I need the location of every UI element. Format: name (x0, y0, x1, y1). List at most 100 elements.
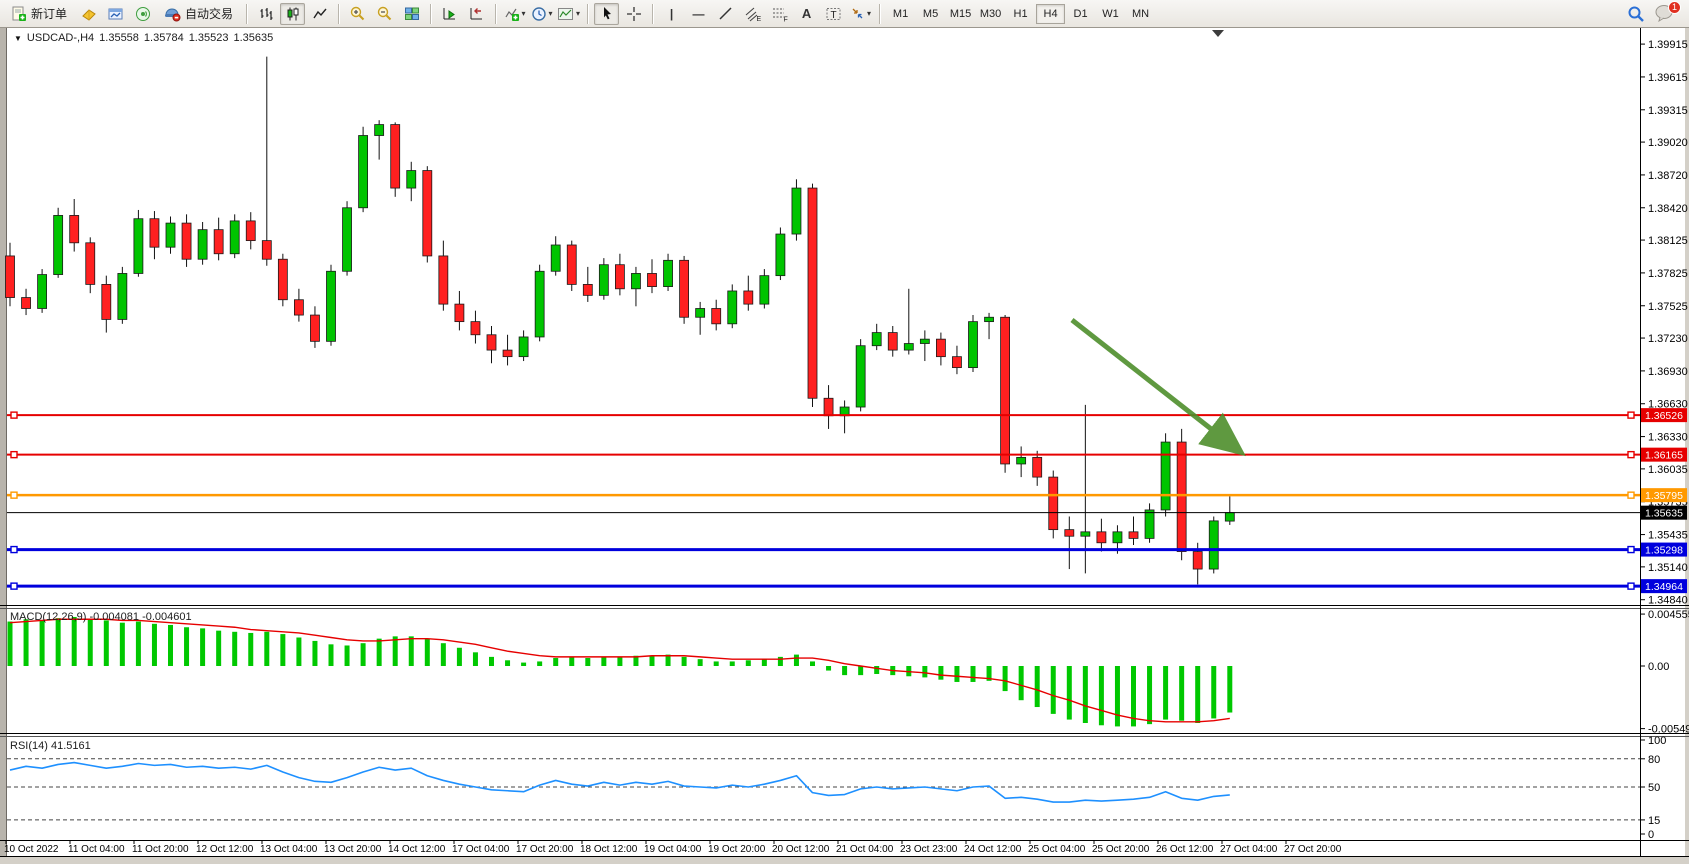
horizontal-line-tool-button[interactable]: — (686, 3, 711, 25)
chart-shift-button[interactable] (464, 3, 489, 25)
timeframe-m1-button[interactable]: M1 (892, 7, 909, 20)
timeframe-mn-button[interactable]: MN (1131, 7, 1150, 20)
timeframe-w1-button[interactable]: W1 (1102, 7, 1119, 20)
macd-histogram-bar (1066, 666, 1072, 720)
notification-badge: 1 (1668, 0, 1681, 14)
search-icon[interactable] (1627, 5, 1645, 23)
level-handle[interactable] (1627, 450, 1635, 459)
timeframe-m15-button[interactable]: M15 (949, 7, 972, 20)
bar-chart-button[interactable] (253, 3, 278, 25)
macd-histogram-bar (87, 619, 93, 666)
signals-icon (135, 6, 150, 21)
level-handle[interactable] (10, 450, 18, 459)
time-tick-label: 14 Oct 12:00 (388, 844, 446, 855)
current-price-tag (1641, 505, 1687, 520)
periods-button[interactable]: ▾ (529, 3, 554, 25)
level-handle[interactable] (1627, 582, 1635, 590)
autotrading-button[interactable]: 自动交易 (157, 3, 240, 25)
timeframe-m30-button[interactable]: M30 (979, 7, 1002, 20)
crosshair-tool-button[interactable] (621, 3, 646, 25)
templates-button[interactable]: ▾ (556, 3, 581, 25)
bull-candle (550, 244, 561, 272)
new-order-button[interactable]: 新订单 (4, 3, 74, 25)
timeframe-m5-button[interactable]: M5 (922, 7, 939, 20)
text-tool-button[interactable]: A (794, 3, 819, 25)
bull-candle (342, 207, 352, 272)
macd-histogram-bar (1179, 666, 1185, 721)
bear-candle (277, 258, 288, 301)
macd-histogram-bar (826, 666, 832, 671)
notifications-button[interactable]: 1 (1655, 0, 1681, 24)
tile-windows-button[interactable] (399, 3, 424, 25)
toolbar-separator (652, 3, 654, 24)
market-watch-button[interactable] (76, 3, 101, 25)
macd-histogram-bar (456, 647, 462, 666)
bull-candle (326, 270, 336, 342)
level-handle[interactable] (1627, 545, 1635, 554)
line-chart-button[interactable] (307, 3, 332, 25)
chart-collapse-icon[interactable]: ▼ (14, 33, 22, 43)
vertical-line-tool-button[interactable]: | (659, 3, 684, 25)
bull-candle (37, 274, 47, 309)
time-tick-label: 17 Oct 04:00 (452, 844, 510, 855)
timeframe-bar: M1 M5 M15 M30 H1 H4 D1 W1 MN (886, 3, 1155, 24)
macd-histogram-bar (553, 658, 559, 666)
text-label-tool-button[interactable]: T (821, 3, 846, 25)
bull-candle (165, 222, 176, 248)
bull-candle (518, 336, 529, 358)
timeframe-d1-button[interactable]: D1 (1073, 7, 1088, 20)
bar-chart-icon (260, 7, 273, 20)
cursor-tool-button[interactable] (594, 2, 620, 25)
zoom-in-button[interactable] (345, 3, 370, 25)
market-watch-icon (81, 8, 96, 21)
trend-arrow-annotation[interactable] (1070, 318, 1246, 457)
timeframe-h1-button[interactable]: H1 (1013, 7, 1028, 20)
cursor-icon (603, 7, 611, 20)
new-chart-button[interactable] (103, 3, 128, 25)
bear-candle (69, 215, 80, 244)
signals-button[interactable] (130, 3, 155, 25)
timeframe-h4-button[interactable]: H4 (1036, 3, 1066, 24)
time-tick-label: 13 Oct 20:00 (324, 844, 382, 855)
chart-ohlc-header: ▼ USDCAD-,H4 1.35558 1.35784 1.35523 1.3… (14, 32, 273, 44)
price-tick-label: 1.36330 (1648, 432, 1688, 444)
time-tick-label: 23 Oct 23:00 (900, 844, 958, 855)
bull-candle (406, 170, 417, 189)
level-handle[interactable] (10, 545, 18, 554)
fibonacci-tool-button[interactable]: F (767, 3, 792, 25)
level-handle[interactable] (10, 582, 18, 590)
macd-histogram-bar (232, 631, 238, 666)
macd-tick-label: 0.00 (1648, 661, 1669, 673)
macd-histogram-bar (1227, 666, 1233, 713)
bull-candle (1208, 520, 1219, 570)
text-icon: A (801, 6, 812, 21)
macd-histogram-bar (633, 655, 639, 666)
auto-scroll-button[interactable] (437, 3, 462, 25)
macd-histogram-bar (440, 643, 446, 666)
level-handle[interactable] (1627, 411, 1635, 419)
fibonacci-icon: F (772, 8, 787, 22)
chart-high-value: 1.35784 (143, 32, 184, 44)
level-handle[interactable] (1627, 491, 1635, 499)
left-edge-strip (0, 28, 6, 856)
autotrading-label: 自动交易 (185, 7, 234, 21)
price-tick-label: 1.36035 (1648, 464, 1688, 476)
trendline-tool-button[interactable] (713, 3, 738, 25)
zoom-out-button[interactable] (372, 3, 397, 25)
toolbar-separator (587, 3, 589, 24)
bull-candle (984, 316, 994, 323)
bear-candle (679, 259, 689, 318)
macd-histogram-bar (1050, 666, 1056, 714)
equidistant-channel-tool-button[interactable]: E (740, 3, 765, 25)
macd-histogram-bar (793, 654, 799, 666)
macd-histogram-bar (216, 630, 222, 666)
chart-shift-marker[interactable] (1212, 30, 1224, 37)
price-tick-label: 1.34840 (1648, 595, 1688, 607)
level-handle[interactable] (10, 411, 18, 419)
indicators-button[interactable]: ▾ (502, 3, 527, 25)
candlestick-chart-button[interactable] (280, 2, 306, 25)
bear-candle (101, 284, 112, 320)
level-handle[interactable] (10, 491, 18, 499)
arrows-tool-button[interactable]: ▾ (848, 3, 873, 25)
time-axis[interactable]: 10 Oct 2022 11 Oct 04:00 11 Oct 20:00 12 Oc… (4, 840, 1342, 855)
